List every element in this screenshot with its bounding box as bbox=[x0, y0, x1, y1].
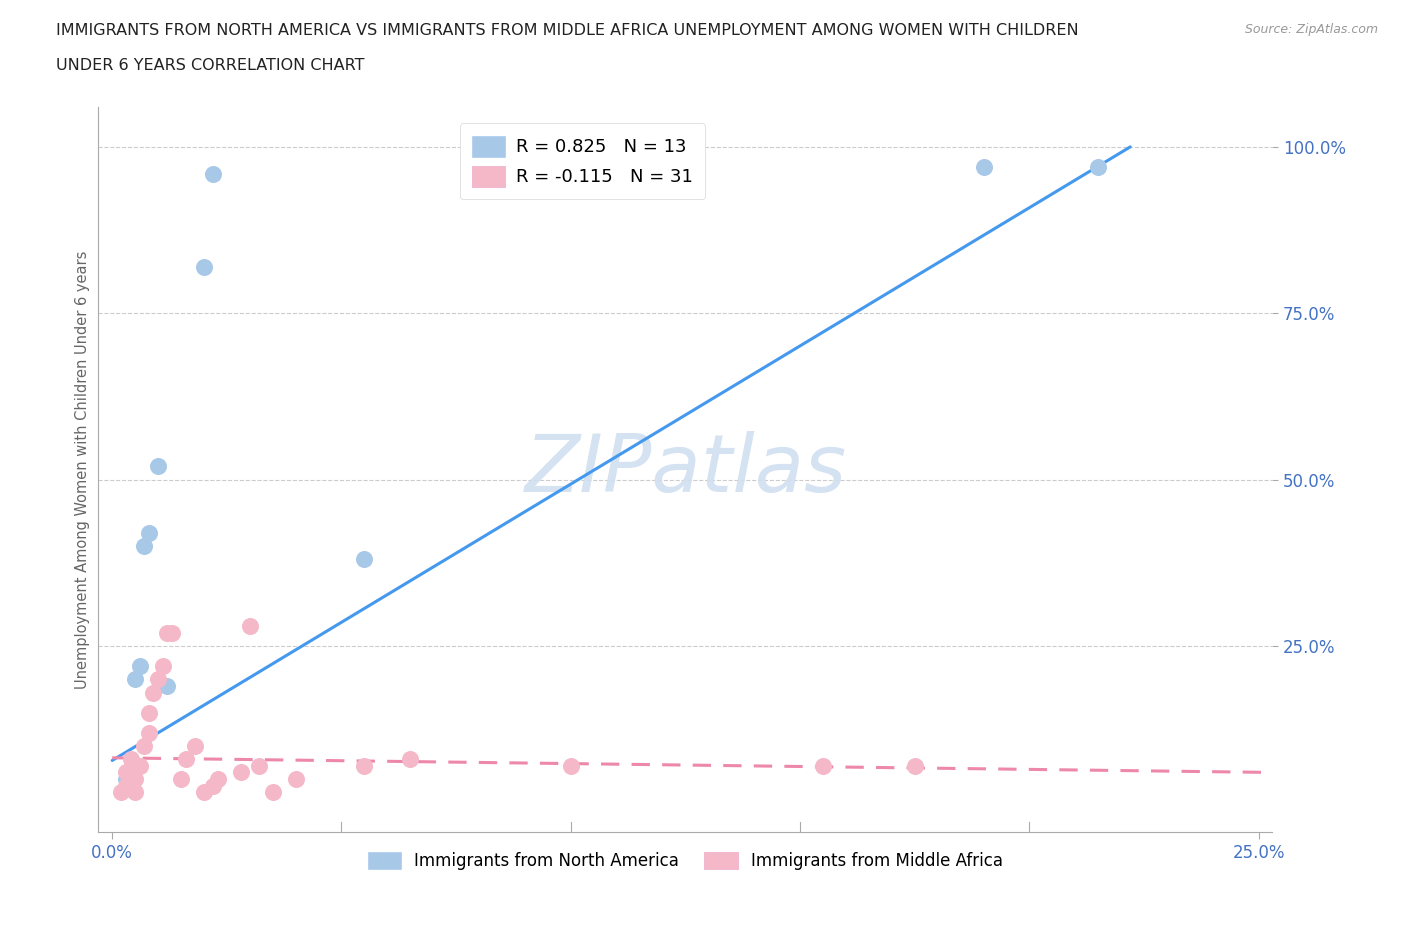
Point bbox=[207, 772, 229, 787]
Point bbox=[247, 758, 270, 773]
Point bbox=[134, 738, 156, 753]
Point bbox=[183, 738, 205, 753]
Text: UNDER 6 YEARS CORRELATION CHART: UNDER 6 YEARS CORRELATION CHART bbox=[56, 58, 364, 73]
Text: Source: ZipAtlas.com: Source: ZipAtlas.com bbox=[1244, 23, 1378, 36]
Text: IMMIGRANTS FROM NORTH AMERICA VS IMMIGRANTS FROM MIDDLE AFRICA UNEMPLOYMENT AMON: IMMIGRANTS FROM NORTH AMERICA VS IMMIGRA… bbox=[56, 23, 1078, 38]
Point bbox=[973, 159, 995, 174]
Point bbox=[128, 658, 150, 673]
Legend: Immigrants from North America, Immigrants from Middle Africa: Immigrants from North America, Immigrant… bbox=[360, 844, 1011, 879]
Point bbox=[156, 625, 179, 640]
Y-axis label: Unemployment Among Women with Children Under 6 years: Unemployment Among Women with Children U… bbox=[75, 250, 90, 689]
Point bbox=[115, 778, 138, 793]
Point bbox=[138, 525, 160, 540]
Point bbox=[202, 166, 225, 181]
Point bbox=[1087, 159, 1109, 174]
Point bbox=[120, 751, 142, 766]
Point bbox=[262, 785, 284, 800]
Point bbox=[138, 725, 160, 740]
Point bbox=[115, 772, 138, 787]
Point bbox=[239, 618, 262, 633]
Point bbox=[202, 778, 225, 793]
Point bbox=[124, 772, 146, 787]
Point bbox=[160, 625, 183, 640]
Point bbox=[124, 785, 146, 800]
Point bbox=[142, 685, 165, 700]
Point bbox=[110, 785, 132, 800]
Point bbox=[193, 259, 215, 274]
Point bbox=[120, 765, 142, 780]
Point bbox=[284, 772, 307, 787]
Point bbox=[124, 671, 146, 686]
Point bbox=[134, 538, 156, 553]
Point bbox=[811, 758, 834, 773]
Point bbox=[174, 751, 197, 766]
Point bbox=[152, 658, 174, 673]
Point bbox=[128, 758, 150, 773]
Point bbox=[904, 758, 927, 773]
Point bbox=[560, 758, 582, 773]
Point bbox=[156, 679, 179, 694]
Point bbox=[353, 552, 375, 567]
Text: ZIPatlas: ZIPatlas bbox=[524, 431, 846, 509]
Point bbox=[146, 458, 169, 473]
Point bbox=[399, 751, 422, 766]
Point bbox=[193, 785, 215, 800]
Point bbox=[353, 758, 375, 773]
Point bbox=[115, 765, 138, 780]
Point bbox=[138, 705, 160, 720]
Point bbox=[229, 765, 252, 780]
Point bbox=[146, 671, 169, 686]
Point bbox=[170, 772, 193, 787]
